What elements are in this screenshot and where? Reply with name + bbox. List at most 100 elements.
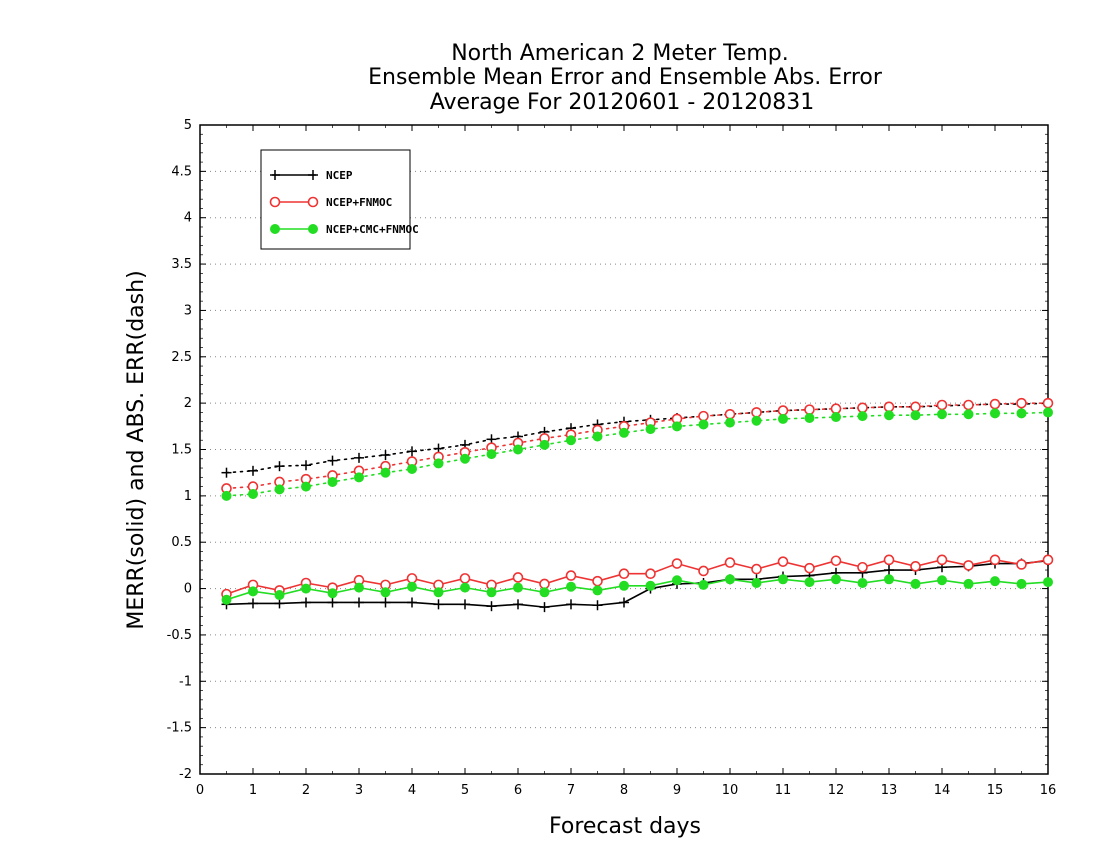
x-tick-label: 10 [722,783,739,798]
merr-point [380,597,391,608]
y-axis-label: MERR(solid) and ABS. ERR(dash) [124,270,149,629]
merr-point [539,587,550,598]
merr-point [751,563,762,575]
abs-err-point [1042,397,1054,409]
abs-err-point [645,424,656,435]
merr-point [354,582,364,593]
merr-point [751,578,762,589]
merr-point [910,561,921,572]
legend-box [260,149,411,250]
abs-err-point [354,452,364,463]
abs-err-point [857,402,868,414]
merr-point [539,602,550,613]
legend-entry: NCEP+FNMOC [269,196,392,209]
merr-point [698,565,709,577]
abs-err-point [725,417,735,428]
y-tick-label: 4 [184,211,192,226]
x-tick-label: 7 [567,783,575,798]
abs-err-point [407,446,417,457]
merr-point [725,574,735,585]
legend-marker-left [270,170,280,180]
abs-err-point [884,410,894,421]
merr-point [963,578,974,589]
abs-err-point [804,404,815,415]
abs-err-point [804,412,815,423]
abs-err-point [539,439,550,450]
merr-point [645,568,656,580]
merr-point [513,599,523,610]
x-tick-label: 3 [355,783,363,798]
merr-line [226,559,1049,608]
merr-point [301,597,311,608]
abs-err-point [963,409,974,420]
merr-point [327,597,338,608]
y-tick-label: 2 [184,396,192,411]
merr-point [671,558,683,569]
abs-err-point [592,431,603,442]
x-tick-label: 13 [881,783,898,798]
merr-point [301,583,311,594]
merr-point [512,572,524,583]
abs-err-point [1016,408,1027,419]
abs-err-point [248,465,258,476]
series-layer [221,397,1054,613]
abs-err-point [221,490,232,501]
abs-err-point [274,484,285,495]
abs-err-point [963,399,974,411]
y-tick-label: -2 [179,767,192,782]
abs-err-line [225,402,1049,490]
abs-err-point [698,419,709,430]
grid-lines [200,170,1048,729]
merr-point [539,578,550,590]
merr-point [407,597,417,608]
merr-point [460,599,470,610]
merr-point [936,554,948,566]
merr-point [1042,554,1054,566]
merr-point [672,575,682,586]
abs-err-point [883,401,895,413]
y-tick-label: 3.5 [171,257,192,272]
series-ncep-cmc-fnmoc [221,407,1053,605]
merr-point [831,574,841,585]
merr-point [857,578,868,589]
abs-err-point [777,405,789,416]
legend-label: NCEP+FNMOC [326,196,392,209]
merr-point [1016,559,1027,570]
merr-point [433,599,444,610]
abs-err-point [274,461,285,472]
merr-point [592,575,603,587]
abs-err-point [1043,407,1053,418]
axis-ticks: 54.543.532.521.510.50-0.5-1-1.5-20 1 2 3 4 5 6… [167,118,1057,798]
merr-point [698,579,709,590]
merr-point [724,557,736,568]
x-tick-label: 8 [620,783,628,798]
y-tick-label: -1 [179,674,192,689]
abs-err-line [225,411,1049,497]
merr-point [619,597,629,608]
merr-point [407,581,417,592]
abs-err-point [910,410,921,421]
abs-err-line [225,402,1049,474]
abs-err-point [778,413,788,424]
abs-err-point [724,408,736,420]
merr-point [433,587,444,598]
merr-point [221,594,232,605]
series-ncep [221,398,1053,613]
abs-err-point [327,455,338,466]
merr-point [406,573,418,584]
chart-title-line-2: Ensemble Mean Error and Ensemble Abs. Er… [368,65,883,90]
merr-point [857,561,868,573]
merr-point [274,598,285,609]
merr-point [592,585,603,596]
merr-point [883,554,895,566]
abs-err-point [221,467,232,478]
abs-err-point [910,401,921,413]
merr-point [460,582,470,593]
abs-err-point [698,410,709,422]
merr-point [963,560,974,571]
abs-err-point [936,399,948,411]
abs-err-point [831,412,841,423]
merr-point [804,562,815,574]
x-tick-label: 6 [514,783,522,798]
merr-point [910,578,921,589]
